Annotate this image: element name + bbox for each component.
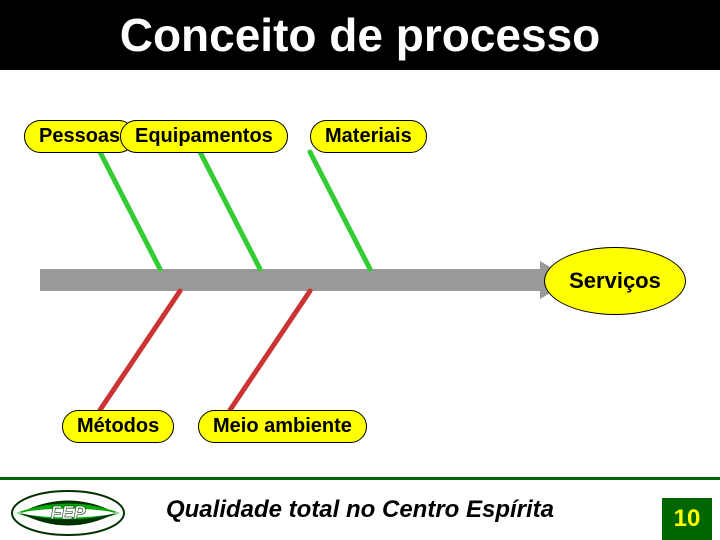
footer-logo: FEP <box>8 486 128 536</box>
title-bar: Conceito de processo <box>0 0 720 70</box>
fishbone-diagram: PessoasEquipamentos Materiais Métodos Meio … <box>0 70 720 480</box>
cause-pill-top-1: Equipamentos <box>120 120 288 153</box>
svg-text:FEP: FEP <box>50 503 86 523</box>
cause-pill-bottom-0: Métodos <box>62 410 174 443</box>
page-number: 10 <box>662 498 712 540</box>
page-title: Conceito de processo <box>120 8 601 62</box>
cause-pill-top-0: Pessoas <box>24 120 135 153</box>
cause-pill-top-2: Materiais <box>310 120 427 153</box>
cause-pill-bottom-1: Meio ambiente <box>198 410 367 443</box>
footer-bar: FEP Qualidade total no Centro Espírita 1… <box>0 477 720 540</box>
output-oval: Serviços <box>544 247 686 315</box>
